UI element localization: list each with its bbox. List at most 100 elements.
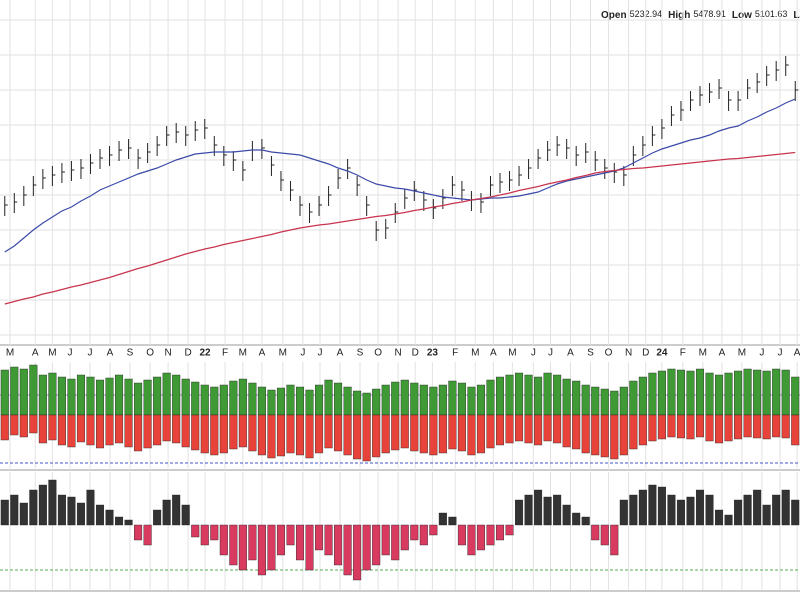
bar [572, 512, 581, 526]
x-tick-label: J [300, 348, 305, 359]
bar [543, 496, 552, 526]
bar [210, 414, 219, 456]
bar [610, 414, 619, 460]
bar [343, 414, 352, 456]
bar [286, 524, 295, 546]
x-tick-label: M [48, 348, 56, 359]
bar [657, 414, 666, 440]
x-tick-label: A [490, 348, 497, 359]
bar [638, 489, 647, 526]
bar [705, 494, 714, 526]
bar [562, 414, 571, 448]
x-tick-label: M [279, 348, 287, 359]
bar [124, 414, 133, 448]
bar [162, 499, 171, 526]
bar [76, 502, 85, 526]
bar [638, 376, 647, 416]
bar [619, 499, 628, 526]
x-tick-label: 24 [656, 348, 668, 359]
bar [448, 414, 457, 450]
bar [238, 414, 247, 448]
x-tick-label: J [318, 348, 323, 359]
bar [772, 494, 781, 526]
bar [181, 414, 190, 448]
bar [705, 372, 714, 416]
header-label: Open [601, 10, 627, 21]
bar [600, 524, 609, 546]
bar [153, 509, 162, 526]
bar [743, 368, 752, 416]
x-tick-label: J [778, 348, 783, 359]
bar [734, 414, 743, 440]
bar [591, 386, 600, 416]
bar [219, 524, 228, 556]
bar [476, 524, 485, 551]
x-tick-label: D [184, 348, 191, 359]
bar [238, 524, 247, 571]
x-tick-label: M [738, 348, 746, 359]
bar [581, 516, 590, 526]
bar [448, 516, 457, 526]
x-tick-label: 23 [427, 348, 439, 359]
bar [753, 489, 762, 526]
bar [153, 414, 162, 446]
bar [495, 376, 505, 416]
bar [438, 414, 447, 454]
x-tick-label: N [164, 348, 171, 359]
bar [324, 414, 333, 449]
bar [124, 519, 133, 526]
bar [219, 384, 228, 416]
bar [638, 414, 647, 446]
bar [619, 386, 628, 416]
bar [57, 494, 66, 526]
bar [772, 368, 781, 416]
bar [48, 479, 57, 526]
bar [238, 378, 247, 416]
bar [143, 414, 152, 449]
bar [372, 414, 381, 458]
bar [0, 414, 9, 441]
x-tick-label: J [88, 348, 93, 359]
bar [86, 489, 95, 526]
bar [734, 499, 743, 526]
bar [629, 494, 638, 526]
bar [772, 414, 781, 438]
bar [200, 414, 209, 454]
x-tick-label: A [567, 348, 574, 359]
bar [534, 376, 543, 416]
bar [667, 414, 676, 438]
bar [534, 414, 543, 446]
bar [353, 390, 362, 416]
bar [134, 524, 143, 541]
x-tick-label: O [374, 348, 382, 359]
bar [791, 499, 800, 526]
bar [724, 372, 733, 416]
bar [505, 524, 514, 536]
bar [495, 414, 505, 446]
bar [648, 372, 657, 416]
bar [715, 414, 724, 444]
bar [515, 372, 524, 416]
bar [29, 414, 38, 434]
bar [753, 369, 762, 416]
bar [315, 524, 324, 551]
bar [143, 524, 152, 546]
bar [191, 414, 200, 451]
bar [219, 414, 228, 454]
bar [0, 499, 9, 526]
bar [172, 494, 181, 526]
bar [181, 504, 190, 526]
bar [743, 414, 752, 438]
x-tick-label: F [452, 348, 458, 359]
bar [600, 414, 609, 458]
bar [10, 366, 19, 416]
bar [295, 386, 305, 416]
bar [648, 414, 657, 442]
bar [115, 374, 124, 416]
bar [67, 496, 76, 526]
bar [29, 364, 38, 416]
bar [629, 414, 638, 450]
x-tick-label: D [642, 348, 649, 359]
bar [581, 414, 590, 454]
